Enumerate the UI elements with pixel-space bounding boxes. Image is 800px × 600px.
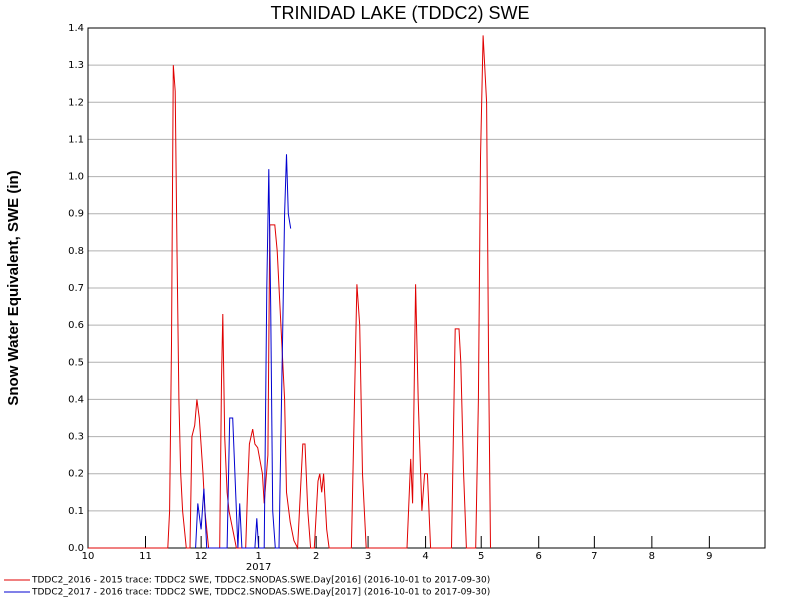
x-tick-label: 6: [536, 551, 542, 562]
y-tick-label: 0.5: [68, 357, 84, 368]
y-tick-label: 1.0: [68, 172, 84, 183]
y-tick-label: 0.8: [68, 246, 84, 257]
y-tick-label: 0.9: [68, 209, 84, 220]
y-tick-label: 0.1: [68, 506, 84, 517]
y-axis-label: Snow Water Equivalent, SWE (in): [5, 170, 22, 405]
plot-frame: [87, 27, 766, 549]
x-tick-label: 3: [365, 551, 371, 562]
x-tick-label: 9: [706, 551, 712, 562]
y-tick-label: 1.3: [68, 60, 84, 71]
x-tick-label: 1: [255, 551, 261, 562]
x-tick-label: 12: [195, 551, 208, 562]
legend-label: TDDC2_2017 - 2016 trace: TDDC2 SWE, TDDC…: [31, 588, 490, 598]
y-tick-label: 0.6: [68, 320, 84, 331]
year-label: 2017: [246, 562, 271, 573]
x-tick-label: 10: [82, 551, 95, 562]
y-tick-label: 0.3: [68, 432, 84, 443]
x-tick-label: 2: [313, 551, 319, 562]
x-tick-label: 8: [649, 551, 655, 562]
series-line: [88, 35, 491, 550]
legend-label: TDDC2_2016 - 2015 trace: TDDC2 SWE, TDDC…: [31, 576, 490, 586]
x-tick-label: 11: [139, 551, 152, 562]
y-tick-label: 1.2: [68, 97, 84, 108]
y-tick-label: 1.1: [68, 134, 84, 145]
y-tick-label: 0.7: [68, 283, 84, 294]
y-tick-label: 0.4: [68, 394, 84, 405]
x-tick-label: 5: [478, 551, 484, 562]
y-tick-label: 1.4: [68, 23, 84, 34]
y-tick-label: 0.0: [68, 543, 84, 554]
x-tick-label: 4: [422, 551, 428, 562]
series-line: [195, 154, 292, 549]
y-tick-label: 0.2: [68, 469, 84, 480]
chart-title: TRINIDAD LAKE (TDDC2) SWE: [270, 3, 529, 23]
x-tick-label: 7: [591, 551, 597, 562]
